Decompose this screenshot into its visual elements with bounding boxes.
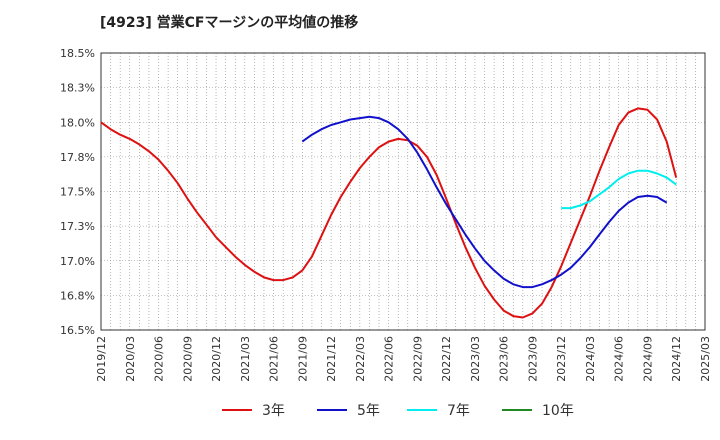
x-tick-label: 2020/09 — [181, 336, 194, 382]
y-tick-label: 17.3% — [60, 220, 95, 233]
x-tick-label: 2020/12 — [210, 336, 223, 382]
plot-frame — [100, 52, 706, 331]
x-tick-label: 2023/03 — [469, 336, 482, 382]
legend-label: 3年 — [262, 403, 285, 419]
x-tick-label: 2023/09 — [526, 336, 539, 382]
y-tick-label: 17.5% — [60, 186, 95, 199]
legend-label: 5年 — [357, 403, 380, 419]
x-tick-label: 2019/12 — [95, 336, 108, 382]
x-tick-label: 2023/12 — [555, 336, 568, 382]
x-tick-label: 2021/03 — [239, 336, 252, 382]
series-line-5年 — [301, 115, 668, 289]
chart-title: [4923] 営業CFマージンの平均値の推移 — [100, 15, 359, 31]
y-tick-label: 16.5% — [60, 324, 95, 337]
y-tick-label: 18.5% — [60, 47, 95, 60]
x-tick-label: 2021/09 — [296, 336, 309, 382]
legend-label: 10年 — [542, 403, 574, 419]
x-tick-label: 2022/06 — [383, 336, 396, 382]
series-line-7年 — [561, 169, 677, 210]
x-tick-label: 2020/06 — [153, 336, 166, 382]
x-tick-label: 2025/03 — [699, 336, 712, 382]
y-tick-label: 18.0% — [60, 116, 95, 129]
x-tick-label: 2024/03 — [584, 336, 597, 382]
y-tick-label: 18.3% — [60, 82, 95, 95]
x-tick-label: 2021/12 — [325, 336, 338, 382]
x-tick-label: 2020/03 — [124, 336, 137, 382]
x-tick-label: 2024/06 — [613, 336, 626, 382]
x-tick-label: 2022/03 — [354, 336, 367, 382]
y-tick-label: 16.8% — [60, 289, 95, 302]
series-line-3年 — [100, 107, 678, 319]
x-tick-label: 2022/12 — [440, 336, 453, 382]
x-tick-label: 2021/06 — [268, 336, 281, 382]
y-tick-label: 17.0% — [60, 255, 95, 268]
y-tick-label: 17.8% — [60, 151, 95, 164]
x-tick-label: 2022/09 — [411, 336, 424, 382]
x-tick-label: 2023/06 — [498, 336, 511, 382]
x-tick-label: 2024/09 — [641, 336, 654, 382]
x-tick-label: 2024/12 — [670, 336, 683, 382]
legend-label: 7年 — [447, 403, 470, 419]
